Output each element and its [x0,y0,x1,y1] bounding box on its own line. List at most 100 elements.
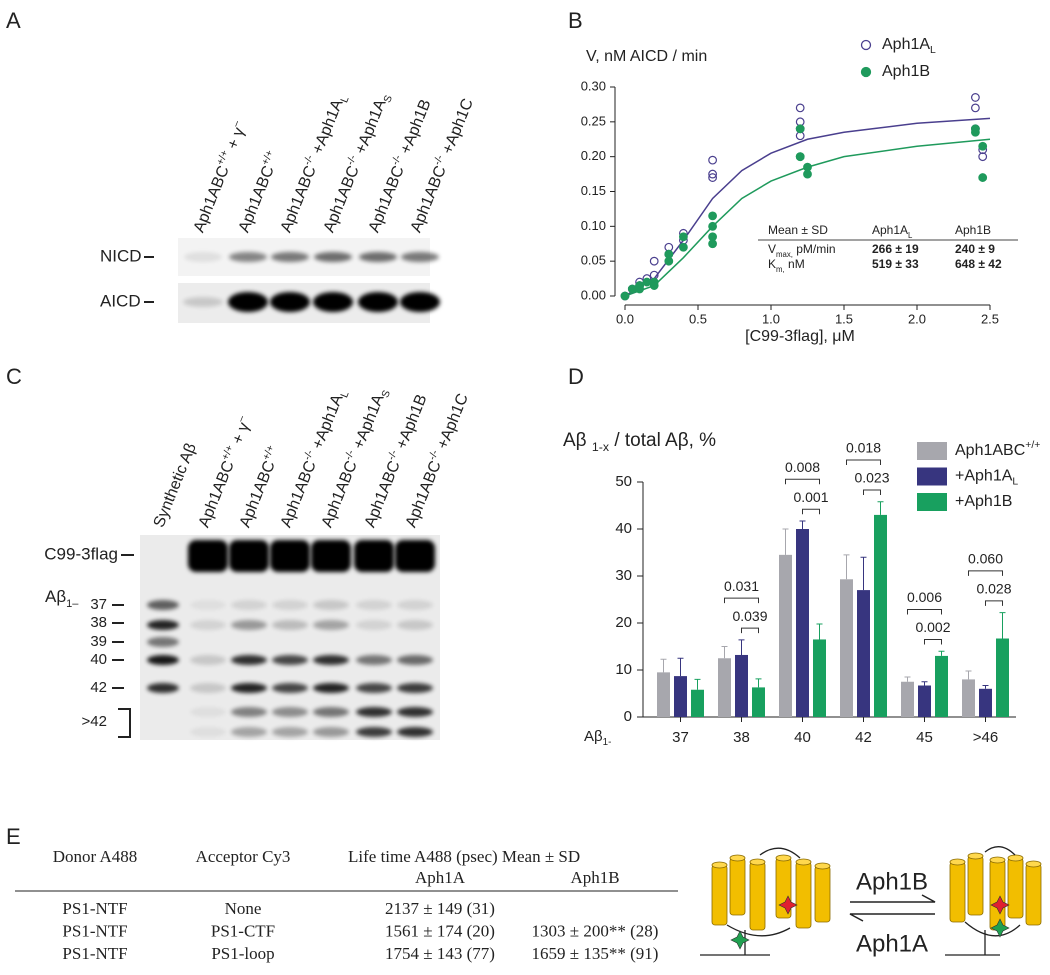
band [231,727,267,737]
ladder-title-part: 1– [66,598,79,610]
error-bar [782,528,789,555]
lane-label-part: Aph1ABC [403,459,445,531]
bar [979,688,992,717]
legend-label-part: L [1012,477,1018,488]
inset-cell-part: m, [776,265,785,274]
arrow-label: Aph1A [856,930,928,957]
fret-star [990,895,1010,915]
significance-bracket [924,638,942,645]
legend-marker [860,39,872,51]
inset-cell-part: K [768,257,776,271]
p-value: 0.006 [907,589,942,605]
band [311,540,351,572]
inset-cell-part: 519 ± 33 [872,257,919,271]
point [635,284,644,294]
x-tick-label: 42 [855,729,872,746]
band [313,707,349,717]
significance-bracket [802,508,820,515]
band [190,707,226,717]
helix [949,861,966,923]
table-subheader: Aph1A [415,868,466,887]
bar [962,679,975,717]
helix-top [967,852,984,860]
error-bar [694,678,701,690]
y-tick-label: 0.20 [581,148,606,163]
legend-swatch [917,442,947,460]
lane-label-part: Aph1ABC [237,459,279,531]
lane-label-part: +Aph1C [438,96,477,161]
panel-letter: A [6,8,21,33]
bar [857,590,870,717]
row-label: NICD [100,246,142,265]
legend-label-part: +Aph1A [955,468,1013,485]
lane-label-part: Aph1ABC [366,164,408,236]
table-header: Donor A488 [53,847,138,866]
band [397,727,433,737]
helix-top [795,858,812,866]
error-bar [755,678,762,688]
inset-cell-part: nM [785,257,805,271]
bar [718,658,731,717]
legend-swatch [917,493,947,511]
p-value: 0.028 [976,581,1011,597]
error-bar [660,658,667,673]
lane-label-part: Aph1ABC [278,164,320,236]
lane-label-part: S [382,94,395,105]
inset-cell-part: max, [776,250,793,259]
band [272,620,308,630]
significance-bracket [846,459,881,465]
lane-label-part: L [339,390,351,400]
bar [935,655,948,717]
lane-label-part: Aph1ABC [362,459,404,531]
lane-label-part: + γ [228,420,254,451]
lane-label-part: +Aph1B [392,392,431,456]
inset-header: Mean ± SD [768,223,828,237]
band [358,292,398,312]
lane-label-part: +/+ [260,149,276,167]
table-cell: 1754 ± 143 (77) [385,944,495,963]
band [356,655,392,665]
y-tick-label: 0.25 [581,113,606,128]
band [190,620,226,630]
helix [1025,863,1042,926]
band-label: C99-3flag [44,544,118,563]
point [978,173,988,182]
x-tick-label: 2.5 [981,311,999,326]
lane-label-part: +Aph1C [433,391,472,456]
x-axis-label-part: Aβ [584,728,603,745]
panel-letter: D [568,364,584,389]
bar [657,672,670,717]
band [231,600,267,610]
bar [840,579,853,717]
band [356,707,392,717]
lane-label-part: -/- [432,154,446,167]
bar [735,654,748,717]
p-value: 0.002 [915,619,950,635]
error-bar [721,646,728,659]
y-tick-label: 0.15 [581,183,606,198]
band [397,620,433,630]
ladder-bracket [118,708,131,738]
x-tick-label: 1.5 [835,311,853,326]
band [397,600,433,610]
band [147,600,179,610]
lane-label-part: Aph1ABC [408,164,450,236]
significance-bracket [968,570,1003,576]
band [228,292,268,312]
y-tick-label: 0 [624,708,632,725]
y-tick-label: 0.10 [581,218,606,233]
inset-header: Aph1AL [872,223,913,239]
lane-label-part: -/- [390,154,404,167]
panel-letter: B [568,8,583,33]
error-bar [938,650,945,656]
table-cell: None [225,899,262,918]
y-tick-label: 20 [615,614,632,631]
lane-label-part: +/+ [220,444,236,462]
band [272,683,308,693]
point [620,291,630,301]
point [679,242,688,252]
band [231,620,267,630]
error-bar [843,554,850,580]
y-tick-label: 0.30 [581,78,606,93]
